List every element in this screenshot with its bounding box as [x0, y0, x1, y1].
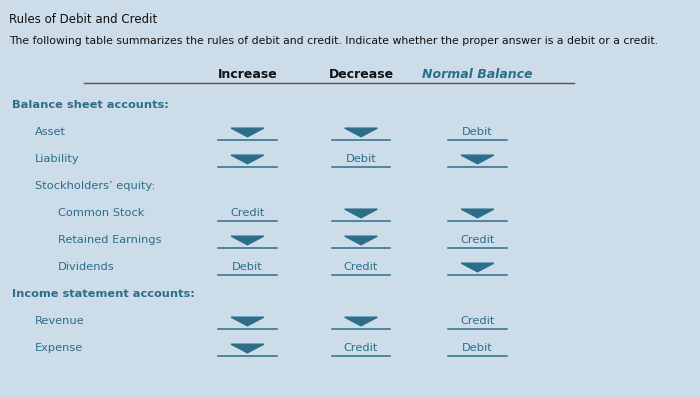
Polygon shape — [231, 317, 264, 326]
Text: The following table summarizes the rules of debit and credit. Indicate whether t: The following table summarizes the rules… — [8, 36, 657, 46]
Polygon shape — [344, 128, 377, 137]
Polygon shape — [344, 209, 377, 218]
Text: Retained Earnings: Retained Earnings — [58, 235, 162, 245]
Text: Credit: Credit — [461, 235, 495, 245]
Text: Dividends: Dividends — [58, 262, 115, 272]
Text: Balance sheet accounts:: Balance sheet accounts: — [11, 100, 169, 110]
Text: Common Stock: Common Stock — [58, 208, 144, 218]
Polygon shape — [461, 155, 493, 164]
Text: Debit: Debit — [232, 262, 262, 272]
Text: Debit: Debit — [462, 127, 493, 137]
Text: Credit: Credit — [344, 262, 378, 272]
Polygon shape — [231, 344, 264, 353]
Text: Income statement accounts:: Income statement accounts: — [11, 289, 195, 299]
Polygon shape — [461, 263, 493, 272]
Polygon shape — [231, 128, 264, 137]
Polygon shape — [461, 209, 493, 218]
Polygon shape — [231, 155, 264, 164]
Text: Rules of Debit and Credit: Rules of Debit and Credit — [8, 13, 157, 25]
Text: Credit: Credit — [230, 208, 265, 218]
Polygon shape — [344, 317, 377, 326]
Text: Increase: Increase — [218, 68, 277, 81]
Text: Decrease: Decrease — [328, 68, 393, 81]
Text: Credit: Credit — [344, 343, 378, 353]
Text: Debit: Debit — [346, 154, 377, 164]
Text: Debit: Debit — [462, 343, 493, 353]
Text: Stockholders’ equity:: Stockholders’ equity: — [35, 181, 155, 191]
Polygon shape — [344, 236, 377, 245]
Text: Asset: Asset — [35, 127, 66, 137]
Text: Liability: Liability — [35, 154, 79, 164]
Text: Normal Balance: Normal Balance — [422, 68, 533, 81]
Text: Expense: Expense — [35, 343, 83, 353]
Text: Credit: Credit — [461, 316, 495, 326]
Polygon shape — [231, 236, 264, 245]
Text: Revenue: Revenue — [35, 316, 85, 326]
